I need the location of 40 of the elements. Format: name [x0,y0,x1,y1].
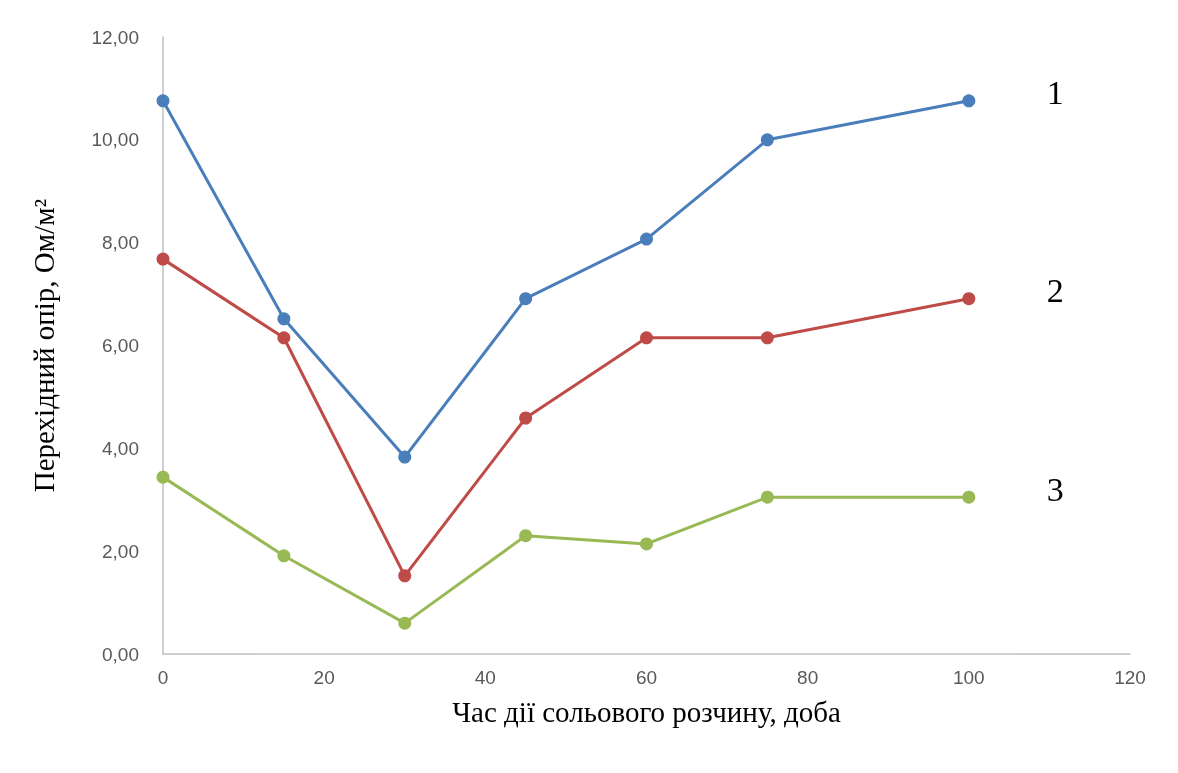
point [760,490,774,504]
point [519,411,533,425]
point [398,569,412,583]
point [156,470,170,484]
x-tick-label: 80 [797,667,819,688]
y-tick-label: 10,00 [91,129,139,151]
x-tick-label: 0 [157,667,169,688]
text: 1 [1046,74,1064,112]
y-tick-label: 0,00 [102,643,139,665]
point [962,94,976,108]
point [277,312,291,326]
x-tick-label: 40 [474,667,496,688]
point [519,529,533,543]
point [640,537,653,551]
x-tick-label: 60 [635,667,658,688]
point [640,331,653,345]
point [962,490,976,504]
point [519,292,533,306]
y-tick-label: 4,00 [102,437,139,459]
x-tick-label: 120 [1114,667,1146,688]
y-tick-label: 6,00 [102,335,139,356]
y-tick-label: 12,00 [91,26,139,48]
point [398,616,412,630]
text: 3 [1046,470,1064,508]
y-axis-title: Перехідний опір, Ом/м² [27,198,60,493]
point [760,331,774,345]
point [760,133,774,147]
point [156,252,170,266]
point [640,232,653,246]
y-tick-label: 2,00 [102,540,139,562]
text: 2 [1046,272,1064,310]
x-tick-label: 100 [952,667,985,688]
point [962,292,976,306]
point [277,549,291,563]
point [398,450,412,464]
point [156,94,170,108]
x-axis-title: Час дії сольового розчину, доба [452,695,841,728]
x-tick-label: 20 [313,667,335,688]
point [277,331,291,345]
y-tick-label: 8,00 [102,232,139,254]
